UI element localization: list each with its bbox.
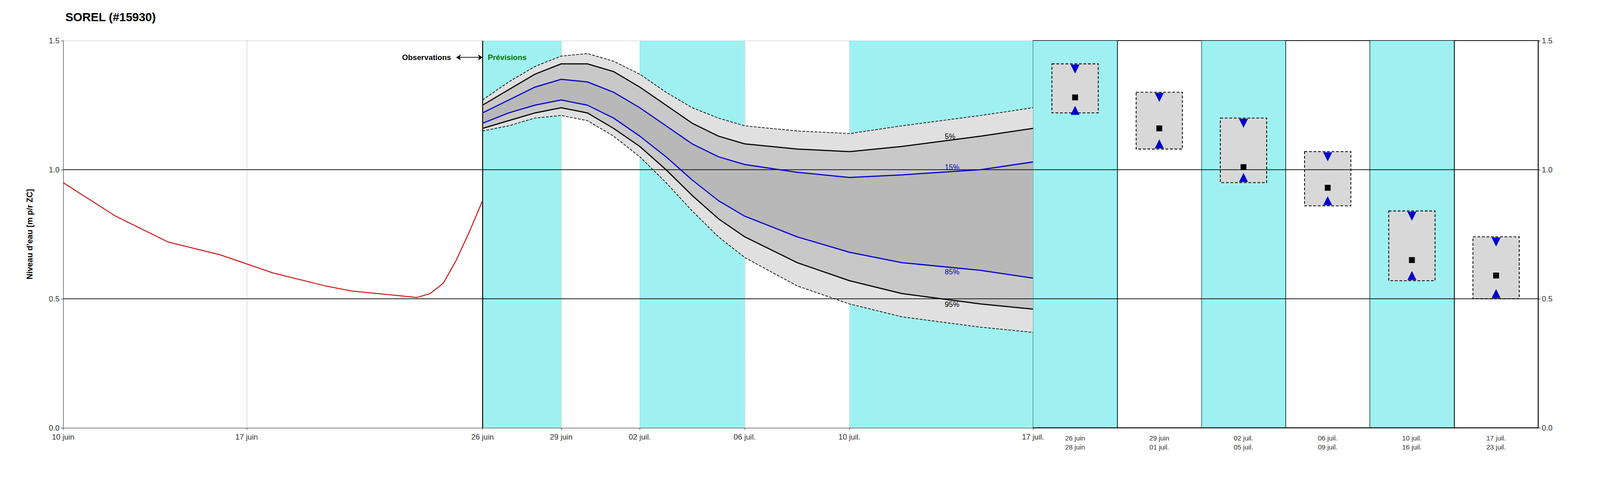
svg-text:1.5: 1.5 [48, 36, 60, 46]
svg-text:17 juil.: 17 juil. [1021, 432, 1044, 442]
svg-text:26 juin: 26 juin [471, 432, 494, 442]
svg-text:85%: 85% [945, 267, 960, 276]
svg-text:95%: 95% [945, 300, 960, 309]
svg-text:02 juil.: 02 juil. [1233, 433, 1254, 442]
svg-text:23 juil.: 23 juil. [1486, 442, 1506, 451]
svg-text:01 juil.: 01 juil. [1149, 442, 1169, 451]
svg-text:15%: 15% [945, 163, 960, 171]
svg-text:09 juil.: 09 juil. [1318, 442, 1338, 451]
svg-text:10 juin: 10 juin [51, 432, 75, 442]
svg-text:10 juil.: 10 juil. [838, 432, 861, 442]
svg-text:0.0: 0.0 [48, 423, 60, 433]
svg-text:Niveau d'eau [m p/r ZC]: Niveau d'eau [m p/r ZC] [25, 189, 35, 280]
svg-text:16 juil.: 16 juil. [1401, 442, 1422, 451]
svg-text:SOREL (#15930): SOREL (#15930) [65, 10, 156, 24]
svg-text:29 juin: 29 juin [549, 432, 573, 442]
svg-text:0.0: 0.0 [1541, 423, 1553, 433]
svg-text:1.0: 1.0 [1541, 165, 1553, 175]
svg-text:Prévisions: Prévisions [487, 53, 527, 62]
svg-text:29 juin: 29 juin [1149, 433, 1170, 442]
svg-text:1.5: 1.5 [1541, 36, 1553, 46]
svg-text:26 juin: 26 juin [1065, 433, 1085, 442]
svg-text:17 juin: 17 juin [235, 432, 259, 442]
svg-text:05 juil.: 05 juil. [1233, 442, 1254, 451]
svg-text:10 juil.: 10 juil. [1401, 433, 1422, 442]
svg-text:0.5: 0.5 [48, 294, 60, 304]
svg-text:06 juil.: 06 juil. [733, 432, 756, 442]
svg-text:Observations: Observations [401, 53, 452, 62]
svg-text:06 juil.: 06 juil. [1318, 433, 1338, 442]
svg-text:1.0: 1.0 [48, 165, 60, 175]
svg-text:17 juil.: 17 juil. [1486, 433, 1506, 442]
svg-text:0.5: 0.5 [1541, 294, 1553, 304]
svg-text:28 juin: 28 juin [1065, 442, 1085, 451]
svg-text:5%: 5% [945, 132, 956, 141]
svg-text:02 juil.: 02 juil. [628, 432, 651, 442]
